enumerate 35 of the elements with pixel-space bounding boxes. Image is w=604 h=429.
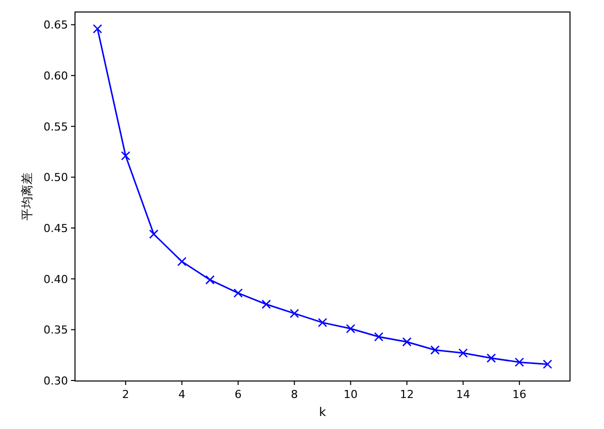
point	[262, 300, 271, 309]
point	[430, 345, 440, 355]
x-tick-label: 12	[400, 388, 414, 401]
point	[458, 348, 468, 358]
y-tick-label: 0.30	[44, 374, 68, 388]
y-tick-label: 0.65	[44, 18, 68, 32]
point	[486, 353, 496, 363]
point	[233, 288, 243, 298]
y-tick-label: 0.55	[44, 120, 68, 134]
x-tick-label: 14	[456, 388, 470, 401]
point	[402, 337, 412, 347]
y-tick-label: 0.60	[44, 70, 68, 83]
point	[346, 324, 356, 334]
point	[374, 332, 384, 342]
point	[318, 318, 328, 328]
point	[290, 308, 300, 318]
point	[177, 256, 187, 266]
point	[149, 229, 158, 239]
y-tick-label: 0.45	[44, 222, 68, 236]
x-tick-label: 4	[178, 388, 186, 401]
y-tick-label: 0.50	[44, 171, 68, 184]
x-tick-label: 6	[234, 388, 242, 401]
point	[92, 24, 102, 34]
point	[205, 275, 215, 285]
point	[120, 151, 130, 160]
y-tick-label: 0.35	[44, 324, 68, 337]
x-tick-label: 16	[512, 388, 526, 401]
x-tick-label: 10	[344, 388, 358, 401]
point	[542, 360, 552, 369]
y-axis-title: 平均离差	[20, 172, 34, 220]
x-tick-label: 8	[290, 388, 298, 401]
x-tick-label: 2	[122, 388, 130, 401]
x-axis-title: k	[319, 405, 326, 419]
point	[514, 358, 524, 367]
y-tick-label: 0.40	[44, 272, 68, 286]
